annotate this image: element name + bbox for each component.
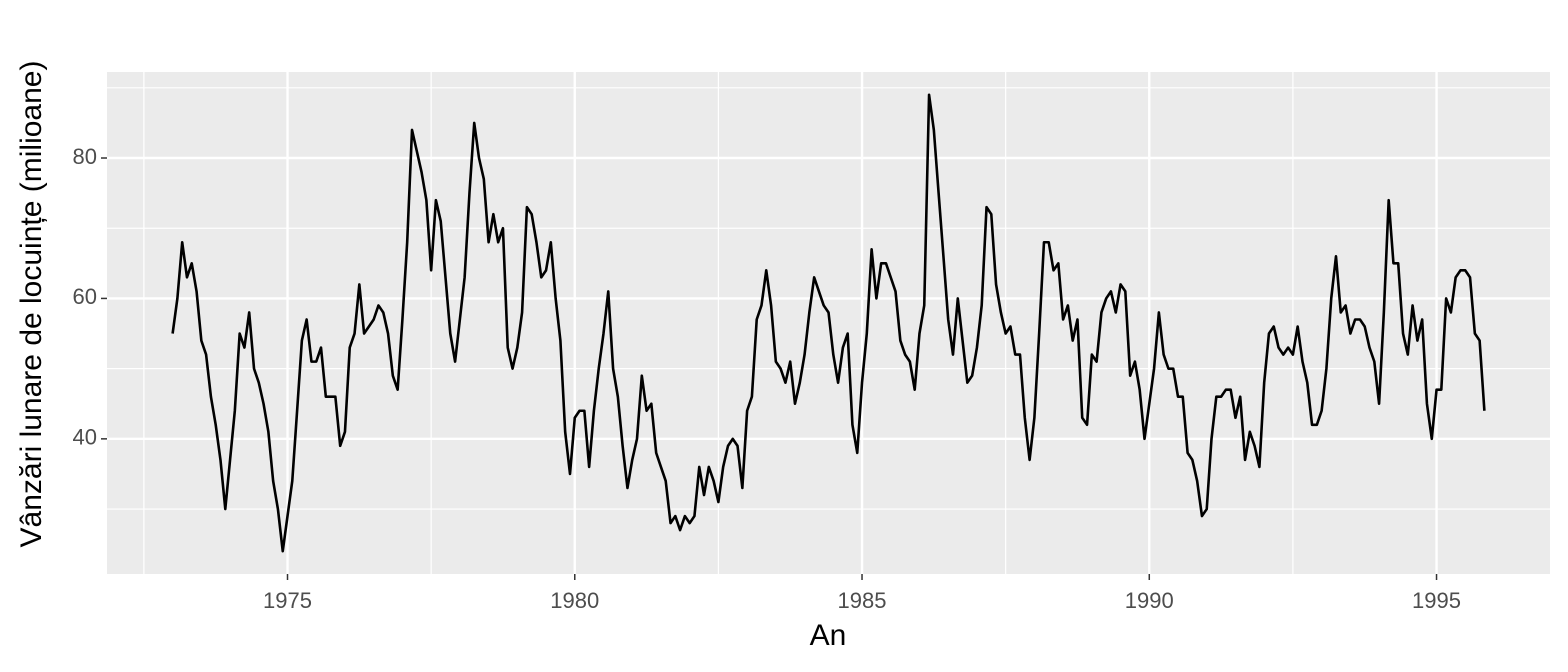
y-tick-label: 60 [73, 284, 97, 309]
x-tick-label: 1990 [1125, 588, 1174, 613]
y-axis-title: Vânzări lunare de locuințe (milioane) [15, 61, 48, 548]
y-tick-label: 40 [73, 425, 97, 450]
y-tick-label: 80 [73, 144, 97, 169]
x-tick-label: 1985 [838, 588, 887, 613]
grid [107, 72, 1550, 574]
x-tick-label: 1995 [1412, 588, 1461, 613]
x-axis-title: An [810, 619, 847, 652]
x-tick-label: 1975 [263, 588, 312, 613]
x-tick-label: 1980 [550, 588, 599, 613]
data-line [171, 93, 1486, 553]
